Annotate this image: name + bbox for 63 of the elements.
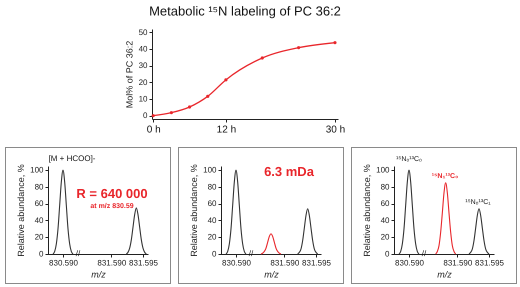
text: [M + HCOO]- bbox=[48, 154, 96, 163]
y-tick-label: 40 bbox=[208, 216, 218, 225]
point bbox=[224, 78, 228, 82]
line-series bbox=[52, 170, 74, 255]
y-tick-label: 80 bbox=[208, 182, 218, 192]
x-axis-title: m/z bbox=[91, 270, 106, 280]
y-tick-label: 50 bbox=[138, 28, 148, 37]
y-tick-label: 0 bbox=[212, 250, 218, 258]
x-tick-label: 0 h bbox=[146, 124, 161, 136]
y-tick-label: 80 bbox=[34, 182, 44, 192]
line-series bbox=[398, 170, 420, 255]
x-tick-label: 12 h bbox=[216, 124, 236, 136]
y-tick-label: 60 bbox=[34, 199, 44, 208]
line-series bbox=[468, 208, 490, 255]
line-series bbox=[297, 208, 318, 255]
x-tick-label: 830.590 bbox=[222, 258, 252, 268]
x-tick-label: 831.595 bbox=[475, 258, 505, 268]
y-tick-label: 80 bbox=[380, 182, 390, 192]
y-axis-title: Relative abundance, % bbox=[16, 164, 26, 257]
x-tick-label: 831.590 bbox=[97, 258, 127, 268]
x-axis-title: m/z bbox=[437, 270, 452, 280]
y-tick-label: 20 bbox=[380, 232, 390, 242]
annotation: R = 640 000 bbox=[76, 186, 148, 201]
line-series bbox=[225, 170, 247, 255]
point bbox=[260, 56, 264, 60]
point bbox=[170, 111, 173, 114]
y-tick-label: 40 bbox=[34, 216, 44, 225]
point bbox=[188, 105, 192, 109]
y-tick-label: 40 bbox=[380, 216, 390, 225]
y-tick-label: 20 bbox=[34, 232, 44, 242]
annotation: 6.3 mDa bbox=[264, 164, 315, 179]
y-tick-label: 60 bbox=[380, 199, 390, 208]
point bbox=[333, 41, 337, 44]
y-tick-label: 40 bbox=[138, 44, 148, 54]
x-tick-label: 831.590 bbox=[270, 258, 300, 268]
y-tick-label: 60 bbox=[208, 199, 218, 208]
y-tick-label: 100 bbox=[30, 166, 44, 175]
y-tick-label: 100 bbox=[203, 166, 218, 175]
y-tick-label: 20 bbox=[138, 78, 148, 87]
y-axis-title: Relative abundance, % bbox=[362, 164, 372, 257]
y-tick-label: 10 bbox=[138, 94, 148, 104]
y-tick-label: 0 bbox=[39, 250, 44, 258]
y-tick-label: 100 bbox=[376, 166, 390, 175]
x-tick-label: 830.590 bbox=[395, 258, 425, 268]
y-axis-title: Mol% of PC 36:2 bbox=[124, 40, 135, 108]
x-axis-title: m/z bbox=[264, 270, 280, 280]
y-axis-title: Relative abundance, % bbox=[189, 164, 200, 257]
y-tick-label: 30 bbox=[138, 61, 148, 70]
x-tick-label: 30 h bbox=[326, 124, 346, 136]
x-tick-label: 831.595 bbox=[302, 258, 332, 268]
y-tick-label: 20 bbox=[208, 232, 218, 242]
chart-title: Metabolic ¹⁵N labeling of PC 36:2 bbox=[149, 3, 341, 18]
y-tick-label: 0 bbox=[143, 111, 148, 120]
line-series bbox=[260, 233, 282, 255]
point bbox=[297, 46, 300, 50]
x-tick-label: 831.595 bbox=[129, 258, 159, 268]
y-tick-label: 0 bbox=[385, 250, 390, 258]
line-series bbox=[435, 182, 456, 255]
point bbox=[152, 114, 155, 118]
point bbox=[206, 94, 210, 98]
x-tick-label: 830.590 bbox=[49, 258, 79, 268]
line-series bbox=[126, 207, 147, 255]
x-tick-label: 831.590 bbox=[443, 258, 473, 268]
